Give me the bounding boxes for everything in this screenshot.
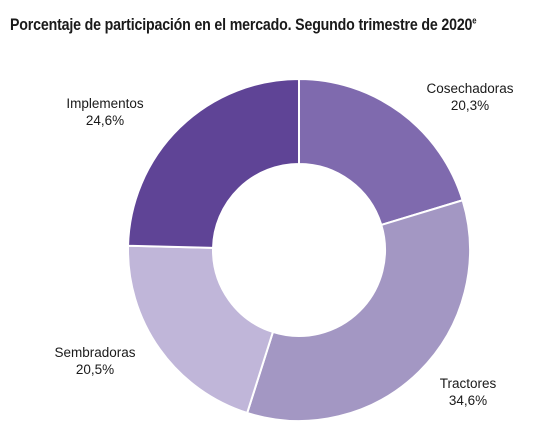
slice-category-label: Tractores xyxy=(440,376,497,391)
donut-slice-sembradoras xyxy=(127,244,275,415)
donut-slices xyxy=(127,77,471,422)
chart-title-text: Porcentaje de participación en el mercad… xyxy=(10,16,473,34)
slice-category-label: Sembradoras xyxy=(54,345,135,360)
slice-value-label: 34,6% xyxy=(449,393,487,408)
slice-label-implementos: Implementos 24,6% xyxy=(66,96,144,128)
slice-value-label: 20,5% xyxy=(76,362,114,377)
donut-slice-cosechadoras xyxy=(298,77,464,227)
slice-category-label: Implementos xyxy=(66,96,144,111)
donut-slice-tractores xyxy=(245,198,471,422)
donut-labels: Cosechadoras 20,3% Tractores 34,6% Sembrador… xyxy=(54,81,513,408)
slice-category-label: Cosechadoras xyxy=(426,81,513,96)
slice-value-label: 24,6% xyxy=(86,113,124,128)
slice-label-sembradoras: Sembradoras 20,5% xyxy=(54,345,135,377)
slice-label-cosechadoras: Cosechadoras 20,3% xyxy=(426,81,513,113)
slice-value-label: 20,3% xyxy=(451,98,489,113)
donut-slice-implementos xyxy=(127,77,300,249)
slice-label-tractores: Tractores 34,6% xyxy=(440,376,497,408)
chart-title: Porcentaje de participación en el mercad… xyxy=(10,15,477,35)
chart-title-superscript: e xyxy=(472,15,477,26)
